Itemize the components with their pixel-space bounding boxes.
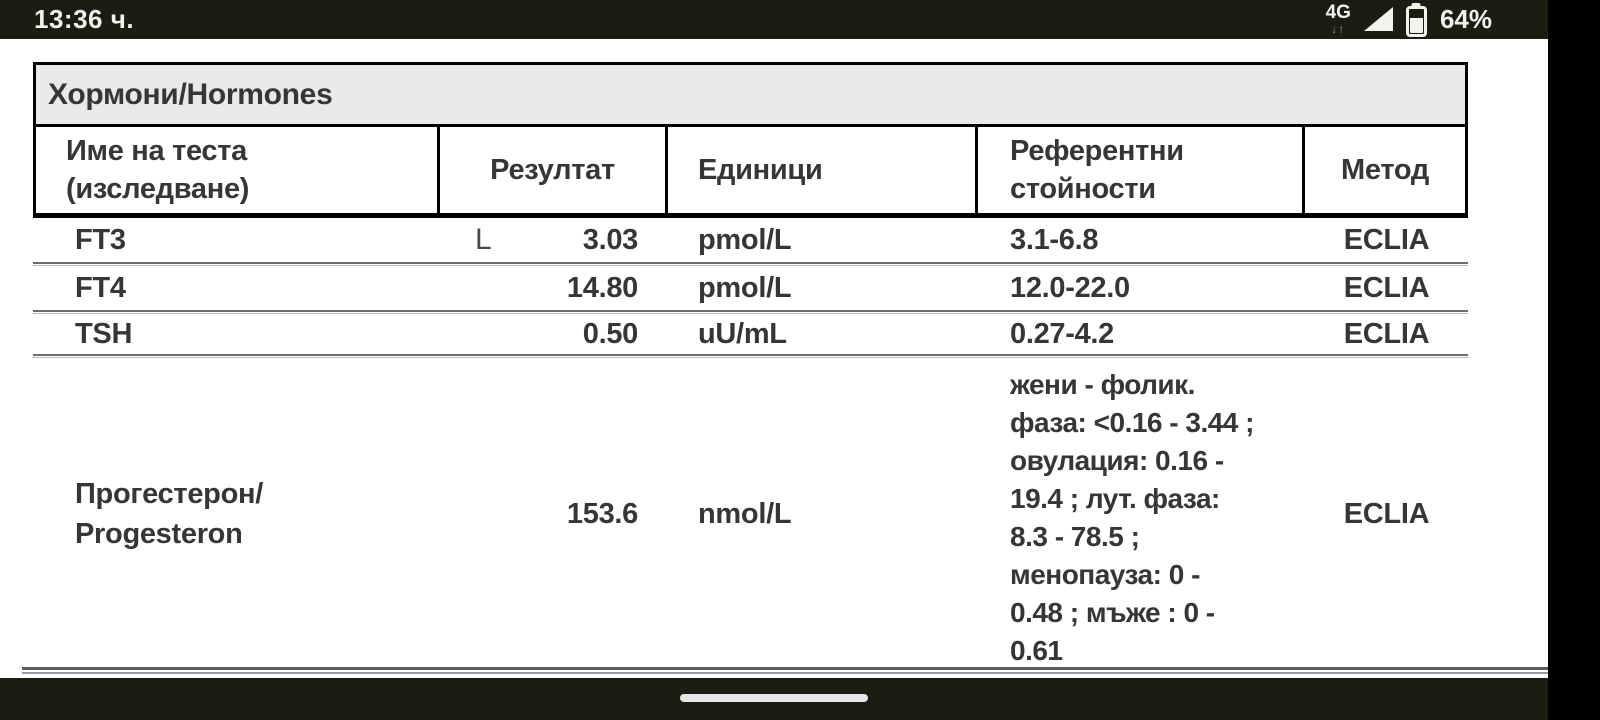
result-value: 0.50 (582, 317, 639, 350)
test-name: FT4 (75, 272, 126, 304)
result-value: 14.80 (566, 271, 638, 304)
reference-values: 12.0-22.0 (1010, 271, 1130, 304)
reference-values: 3.1-6.8 (1010, 223, 1099, 256)
test-name: TSH (75, 318, 133, 350)
column-header-test-name: Име на теста (изследване) (36, 127, 440, 213)
lab-results-table: Хормони/Hormones Име на теста (изследван… (33, 62, 1468, 670)
column-header-units: Единици (668, 127, 978, 213)
battery-icon (1405, 5, 1427, 37)
test-name: Прогестерон/ Progesteron (75, 478, 263, 550)
method: ECLIA (1343, 497, 1430, 530)
home-indicator[interactable] (680, 694, 868, 702)
network-type-label: 4G (1325, 2, 1351, 23)
table-row-ft4: FT4 14.80 pmol/L 12.0-22.0 ECLIA (33, 266, 1468, 310)
table-body: FT3 L 3.03 pmol/L 3.1-6.8 ECLIA FT4 14.8… (33, 218, 1468, 670)
navigation-bar (0, 678, 1548, 720)
result-cell: 0.50 (440, 318, 668, 351)
screen-letterbox (1548, 0, 1600, 720)
column-header-method: Метод (1341, 154, 1429, 186)
units: nmol/L (698, 497, 792, 530)
data-activity-arrows-icon: ↓↑ (1331, 22, 1346, 36)
row-divider (33, 262, 1468, 266)
table-row-progesteron: Прогестерон/ Progesteron 153.6 nmol/L же… (33, 358, 1468, 670)
reference-values: жени - фолик. фаза: <0.16 - 3.44 ; овула… (1010, 369, 1254, 666)
table-head-block: Хормони/Hormones Име на теста (изследван… (33, 62, 1468, 218)
table-row-tsh: TSH 0.50 uU/mL 0.27-4.2 ECLIA (33, 314, 1468, 354)
battery-percentage: 64% (1439, 4, 1492, 34)
column-header-result: Резултат (440, 127, 668, 213)
units: pmol/L (698, 271, 792, 304)
page-bottom-rule (22, 667, 1548, 674)
table-header-row: Име на теста (изследване) Резултат Едини… (36, 127, 1465, 215)
row-divider (33, 354, 1468, 358)
column-header-reference: Референтни стойности (978, 127, 1305, 213)
result-value: 153.6 (566, 497, 638, 530)
method: ECLIA (1343, 223, 1430, 256)
document-page[interactable]: Хормони/Hormones Име на теста (изследван… (0, 39, 1548, 678)
result-value: 3.03 (582, 223, 639, 256)
clock: 13:36 ч. (34, 4, 135, 34)
network-type-indicator: 4G ↓↑ (1326, 3, 1351, 35)
table-title: Хормони/Hormones (36, 65, 1465, 127)
units: pmol/L (698, 223, 792, 256)
reference-values: 0.27-4.2 (1010, 317, 1115, 350)
table-row-ft3: FT3 L 3.03 pmol/L 3.1-6.8 ECLIA (33, 218, 1468, 262)
status-bar: 13:36 ч. 4G ↓↑ 64% (0, 0, 1548, 39)
status-icons-cluster: 4G ↓↑ 64% (1326, 3, 1492, 37)
result-flag: L (475, 223, 492, 256)
method: ECLIA (1343, 317, 1430, 350)
result-cell: 14.80 (440, 272, 668, 305)
row-divider (33, 310, 1468, 314)
units: uU/mL (698, 317, 787, 350)
result-cell: 153.6 (440, 498, 668, 531)
method: ECLIA (1343, 271, 1430, 304)
signal-strength-icon (1363, 7, 1393, 31)
test-name: FT3 (75, 224, 126, 256)
result-cell: L 3.03 (440, 223, 668, 257)
